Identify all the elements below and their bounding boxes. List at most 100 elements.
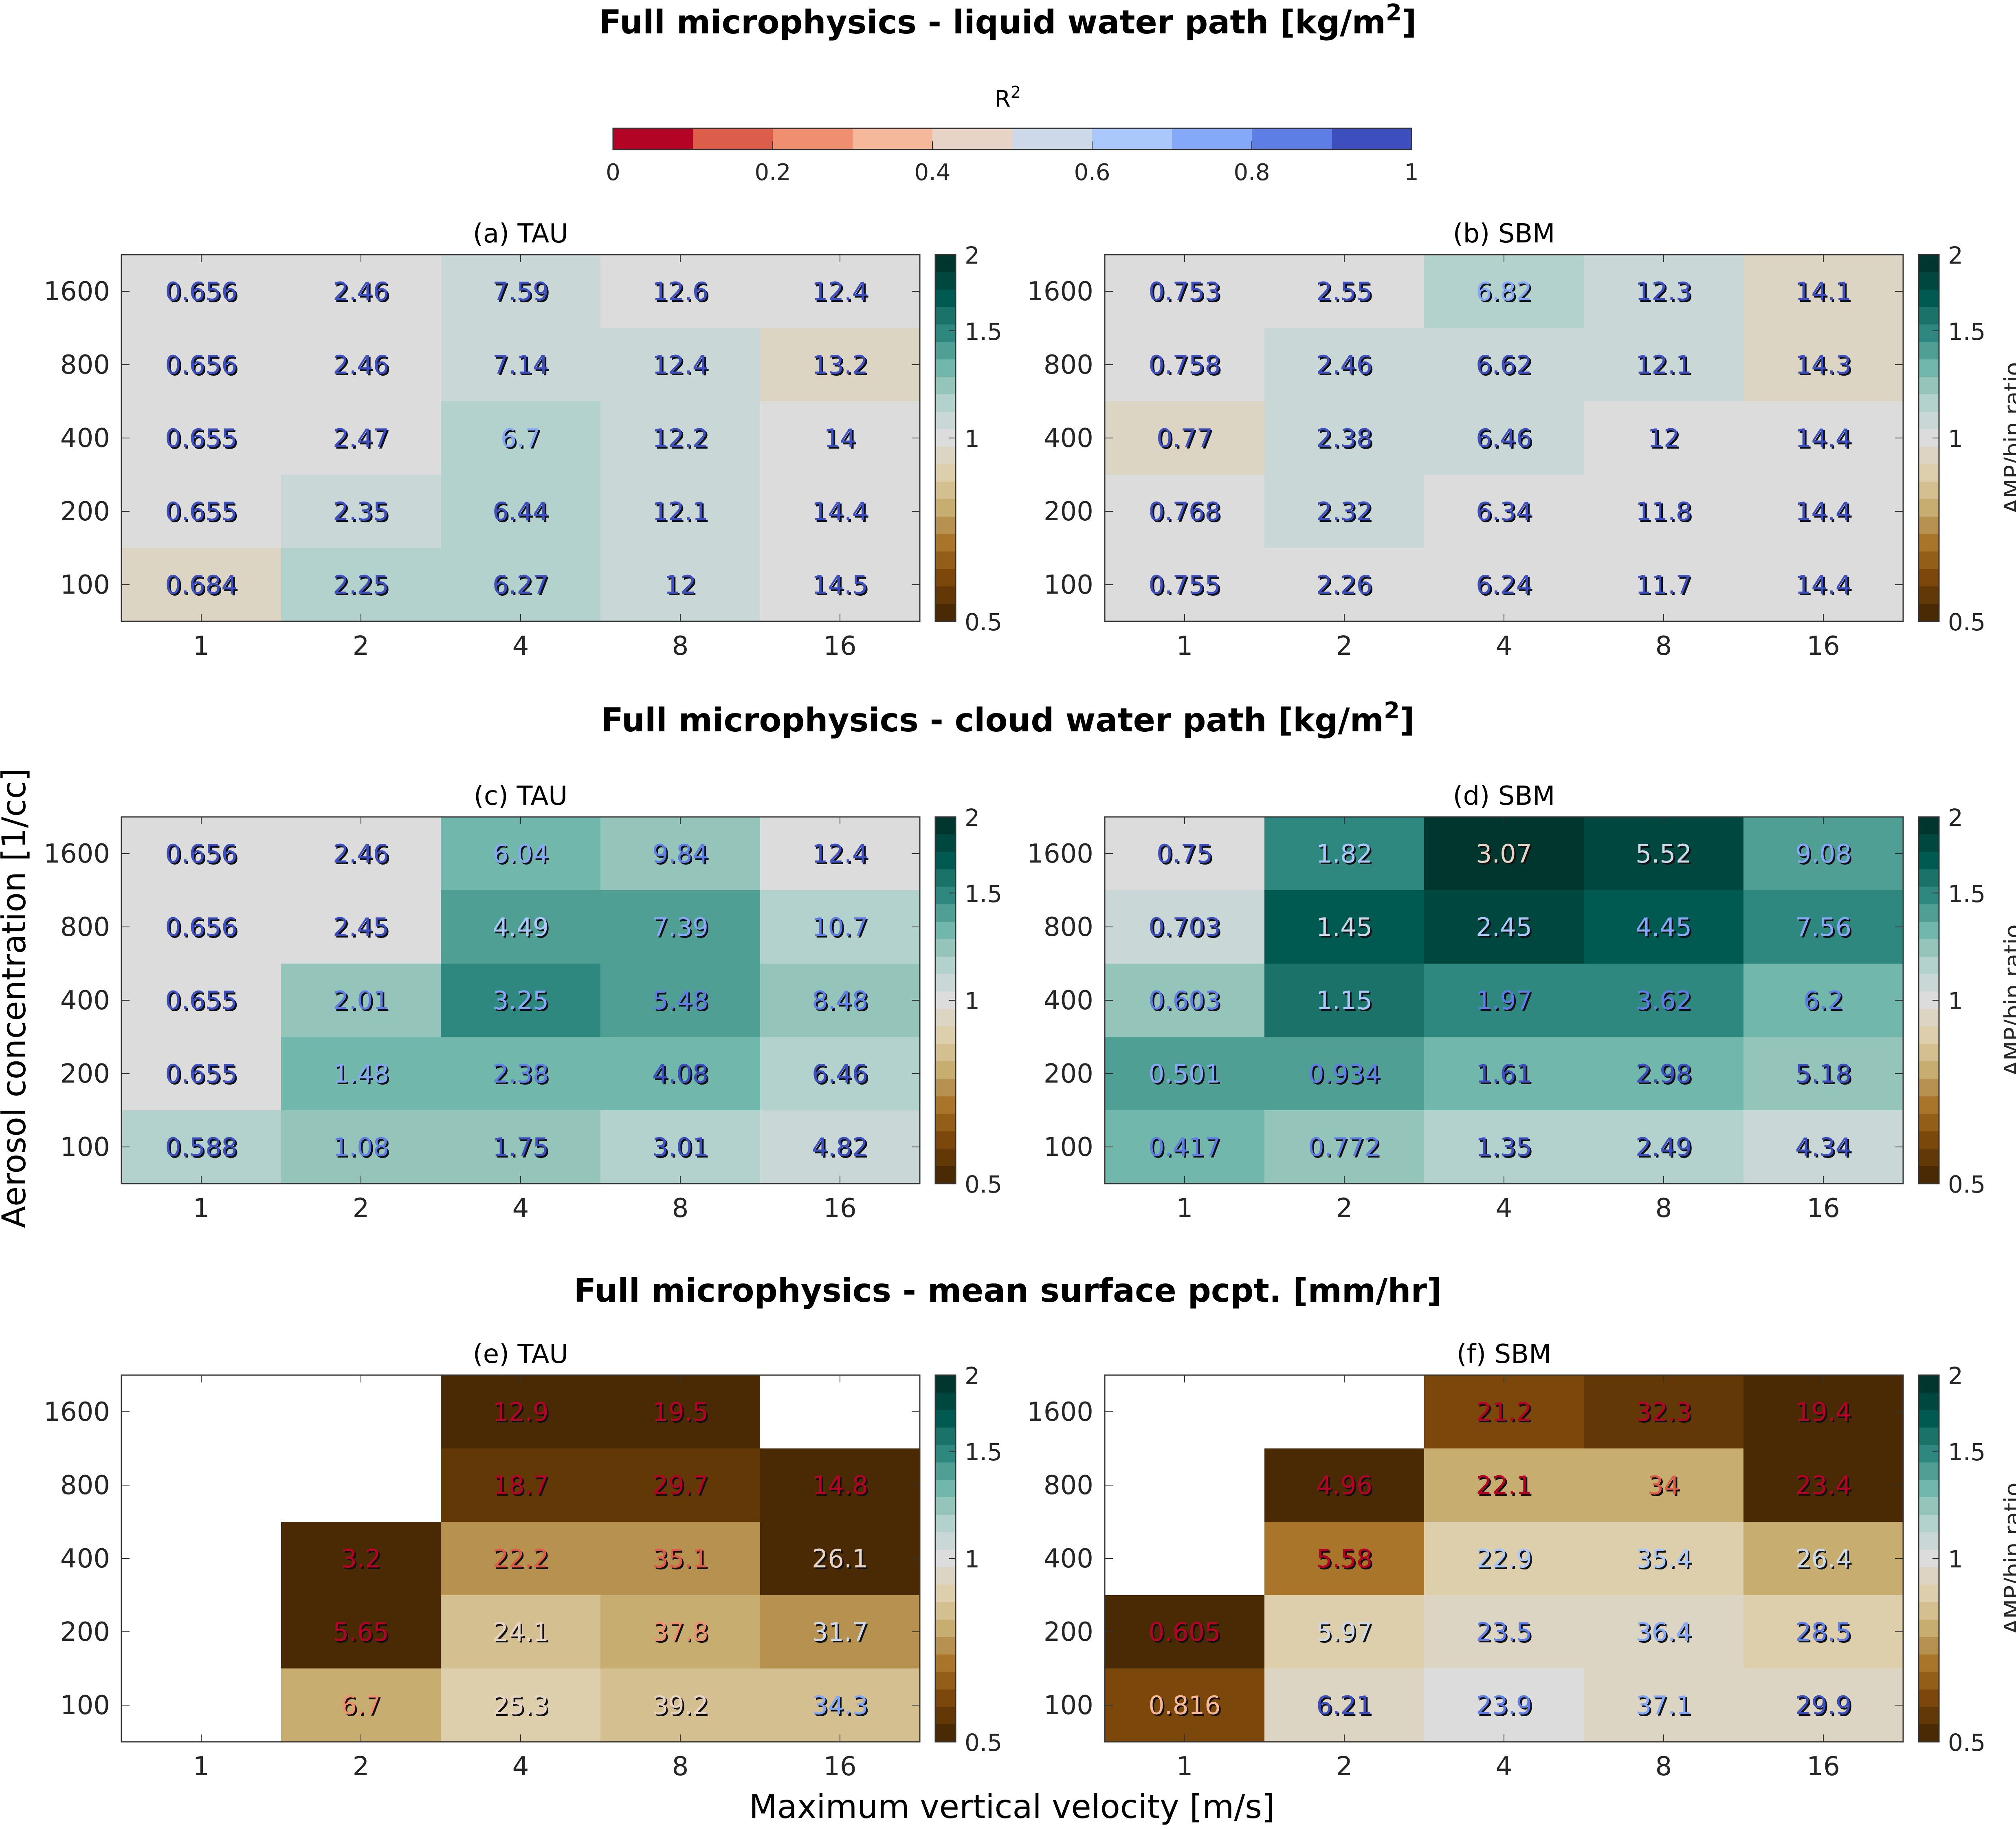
- heatmap-cell: [1424, 1595, 1584, 1669]
- ratio-colorbar-tick-label: 1: [1948, 987, 1963, 1015]
- r2-colorbar-frame: [612, 128, 1412, 150]
- x-tick-label: 16: [1807, 1193, 1840, 1224]
- y-tick-label: 400: [1044, 1544, 1093, 1574]
- cell-value-shadow: 0.501: [1150, 1061, 1222, 1090]
- cell-value-shadow: 7.14: [494, 352, 550, 381]
- ratio-colorbar-swatch: [935, 551, 956, 570]
- cell-value-shadow: 2.47: [334, 425, 391, 455]
- y-tick-label: 100: [60, 1690, 110, 1721]
- heatmap-cell: [1424, 548, 1584, 622]
- ratio-colorbar-tick-label: 0.5: [1948, 1729, 1985, 1756]
- ratio-colorbar-swatch: [935, 324, 956, 342]
- heatmap-cell: [441, 1595, 601, 1669]
- cell-value-shadow: 4.08: [654, 1061, 710, 1090]
- ratio-colorbar-swatch: [935, 1497, 956, 1515]
- cell-value-shadow: 0.75: [1158, 841, 1214, 870]
- heatmap-cell: [281, 328, 441, 402]
- heatmap-cell: [281, 401, 441, 475]
- cell-value-shadow: 2.45: [334, 914, 391, 944]
- cell-value-shadow: 12.4: [654, 352, 710, 381]
- y-tick-label: 200: [1044, 497, 1093, 527]
- r2-colorbar-tick-label: 0.2: [754, 159, 791, 186]
- cell-value-shadow: 3.07: [1477, 841, 1534, 870]
- cell-value-label: 3.01: [652, 1132, 708, 1162]
- x-tick-label: 4: [512, 1193, 529, 1224]
- ratio-colorbar-swatch: [935, 1672, 956, 1690]
- cell-value-shadow: 37.1: [1637, 1692, 1693, 1722]
- cell-value-label: 22.9: [1476, 1544, 1532, 1574]
- heatmap-cell: [441, 1375, 601, 1449]
- ratio-colorbar-tick-label: 0.5: [1948, 608, 1985, 636]
- cell-value-shadow: 36.4: [1637, 1619, 1693, 1649]
- cell-value-label: 1.08: [333, 1132, 389, 1162]
- cell-value-label: 4.82: [812, 1132, 868, 1162]
- ratio-colorbar-tick-label: 2: [1948, 242, 1963, 269]
- cell-value-label: 6.27: [492, 570, 549, 600]
- section-title-cwp: Full microphysics - cloud water path [kg…: [601, 698, 1414, 739]
- cell-value-shadow: 0.755: [1150, 572, 1222, 601]
- cell-value-label: 1.75: [492, 1132, 549, 1162]
- heatmap-cell: [121, 1037, 281, 1111]
- ratio-colorbar-swatch: [935, 1724, 956, 1742]
- y-tick-label: 100: [1044, 570, 1093, 600]
- ratio-colorbar-swatch: [935, 956, 956, 975]
- ratio-colorbar-swatch: [935, 1585, 956, 1602]
- cell-value-label: 0.703: [1148, 912, 1221, 942]
- ratio-colorbar-swatch: [935, 1654, 956, 1673]
- cell-value-label: 2.35: [333, 497, 389, 526]
- ratio-colorbar-swatch: [935, 852, 956, 870]
- heatmap-cell: [281, 1668, 441, 1742]
- cell-value-label: 0.655: [165, 986, 237, 1015]
- cell-value-shadow: 2.01: [334, 987, 391, 1017]
- x-tick-label: 8: [1655, 1193, 1672, 1224]
- x-tick-label: 8: [672, 1193, 689, 1224]
- heatmap-cell: [1105, 1668, 1265, 1742]
- heatmap-cell: [121, 1110, 281, 1184]
- cell-value-shadow: 0.656: [167, 352, 239, 381]
- heatmap-cell: [1743, 1110, 1904, 1184]
- ratio-colorbar-tick-label: 0.5: [965, 1171, 1002, 1198]
- cell-value-shadow: 12.1: [654, 498, 710, 528]
- x-tick-label: 2: [1336, 1193, 1353, 1224]
- cell-value-label: 2.32: [1316, 497, 1372, 526]
- panel-title: (f) SBM: [1457, 1339, 1552, 1369]
- y-tick-label: 800: [60, 350, 110, 380]
- cell-value-shadow: 1.15: [1318, 987, 1374, 1017]
- cell-value-label: 0.816: [1148, 1690, 1221, 1720]
- ratio-colorbar-swatch: [935, 1707, 956, 1725]
- section-title-text: Full microphysics - liquid water path [k…: [599, 3, 1385, 41]
- x-tick-label: 16: [1807, 1752, 1840, 1782]
- cell-value-shadow: 11.7: [1637, 572, 1693, 601]
- ratio-colorbar-swatch: [1919, 974, 1939, 992]
- ratio-colorbar-tick-label: 1.5: [965, 880, 1002, 908]
- heatmap-cell: [1743, 1448, 1904, 1522]
- y-tick-label: 200: [60, 1059, 110, 1089]
- cell-value-shadow: 9.84: [654, 841, 710, 870]
- ratio-colorbar-swatch: [1919, 1637, 1939, 1655]
- r2-colorbar-tick-label: 0.6: [1074, 159, 1110, 186]
- cell-value-label: 2.45: [333, 912, 389, 942]
- ratio-colorbar-tick-label: 1.5: [965, 318, 1002, 346]
- cell-value-shadow: 11.8: [1637, 498, 1693, 528]
- cell-value-shadow: 3.62: [1637, 987, 1693, 1017]
- cell-value-shadow: 4.82: [813, 1134, 870, 1164]
- y-tick-label: 200: [60, 497, 110, 527]
- x-tick-label: 8: [1655, 1752, 1672, 1782]
- r2-colorbar-label: R2: [995, 83, 1021, 112]
- cell-value-label: 2.47: [333, 423, 389, 453]
- cell-value-shadow: 14.1: [1797, 278, 1853, 308]
- cell-value-label: 0.768: [1148, 497, 1221, 526]
- cell-value-shadow: 0.588: [167, 1134, 239, 1164]
- cell-value-shadow: 22.2: [494, 1545, 550, 1575]
- heatmap-cell: [600, 1595, 761, 1669]
- cell-value-label: 14.8: [812, 1470, 868, 1500]
- cell-value-shadow: 4.49: [494, 914, 550, 944]
- heatmap-cell: [121, 1448, 281, 1522]
- cell-value-shadow: 7.56: [1797, 914, 1853, 944]
- cell-value-shadow: 2.25: [334, 572, 391, 601]
- heatmap-cell: [1264, 1037, 1425, 1111]
- heatmap-cell: [121, 817, 281, 891]
- heatmap-cell: [600, 1668, 761, 1742]
